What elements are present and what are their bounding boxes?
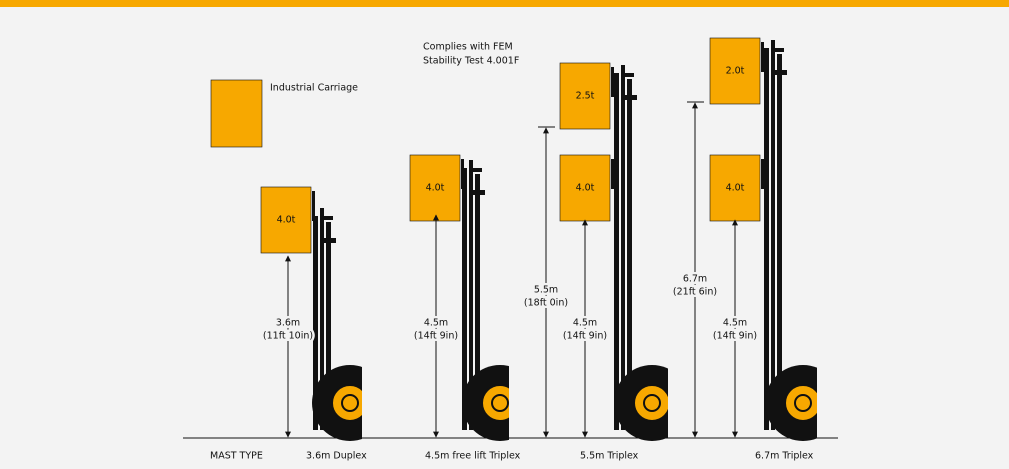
mast-rail	[462, 168, 467, 430]
dimension-imperial: (21ft 6in)	[673, 287, 717, 298]
hub	[341, 394, 359, 412]
carriage-capacity: 4.0t	[576, 183, 595, 194]
top-bar	[0, 0, 1009, 7]
mast-rail	[469, 160, 473, 430]
carriage-capacity: 2.0t	[726, 66, 745, 77]
mast-head	[625, 95, 637, 100]
mast-head	[625, 73, 634, 77]
mast-rail	[475, 174, 480, 430]
mast-rail	[627, 79, 632, 430]
dimension-imperial: (14ft 9in)	[563, 331, 607, 342]
carriage-fork	[611, 67, 614, 97]
mast-type-label: 6.7m Triplex	[755, 451, 814, 462]
dimension-imperial: (11ft 10in)	[263, 331, 313, 342]
mast-rail	[777, 54, 782, 430]
carriage	[709, 37, 761, 105]
wheel	[312, 365, 362, 441]
carriage-fork	[611, 159, 614, 189]
dimension-height: 3.6m	[276, 318, 300, 329]
hub	[794, 394, 812, 412]
mast-type-label: 4.5m free lift Triplex	[425, 451, 521, 462]
note-line: Complies with FEM	[423, 42, 513, 53]
mast-type-label: 5.5m Triplex	[580, 451, 639, 462]
carriage-capacity: 4.0t	[426, 183, 445, 194]
mast-rail	[764, 48, 769, 430]
dimension-height: 4.5m	[573, 318, 597, 329]
carriage-fork	[312, 191, 315, 221]
carriage-fork	[461, 159, 464, 189]
rim	[331, 384, 362, 422]
carriage	[260, 186, 312, 254]
mast-rail	[313, 216, 318, 430]
rim	[481, 384, 509, 422]
mast-rail	[326, 222, 331, 430]
mast-head	[775, 48, 784, 52]
mast-rail	[771, 40, 775, 430]
carriage	[709, 154, 761, 222]
legend-label: Industrial Carriage	[270, 83, 358, 94]
mast-rail	[320, 208, 324, 430]
carriage	[559, 154, 611, 222]
dimension-height: 5.5m	[534, 285, 558, 296]
carriage-capacity: 4.0t	[277, 215, 296, 226]
dimension-height: 4.5m	[424, 318, 448, 329]
mast-head	[324, 216, 333, 220]
axis-label: MAST TYPE	[210, 451, 263, 462]
carriage-capacity: 2.5t	[576, 91, 595, 102]
wheel	[614, 365, 668, 441]
wheel	[462, 365, 509, 441]
hub	[491, 394, 509, 412]
mast-rail	[621, 65, 625, 430]
carriage-fork	[761, 159, 764, 189]
dimension-imperial: (14ft 9in)	[713, 331, 757, 342]
mast-rail	[614, 73, 619, 430]
dimension-imperial: (14ft 9in)	[414, 331, 458, 342]
mast-type-label: 3.6m Duplex	[306, 451, 367, 462]
carriage-capacity: 4.0t	[726, 183, 745, 194]
dimension-imperial: (18ft 0in)	[524, 298, 568, 309]
note-line: Stability Test 4.001F	[423, 56, 519, 67]
dimension-height: 4.5m	[723, 318, 747, 329]
mast-head	[775, 70, 787, 75]
carriage-fork	[761, 42, 764, 72]
dimension-height: 6.7m	[683, 274, 707, 285]
rim	[633, 384, 668, 422]
carriage	[559, 62, 611, 130]
legend-swatch	[210, 79, 263, 148]
wheel	[765, 365, 817, 441]
rim	[784, 384, 817, 422]
mast-head	[324, 238, 336, 243]
mast-head	[473, 190, 485, 195]
hub	[643, 394, 661, 412]
mast-head	[473, 168, 482, 172]
carriage	[409, 154, 461, 222]
